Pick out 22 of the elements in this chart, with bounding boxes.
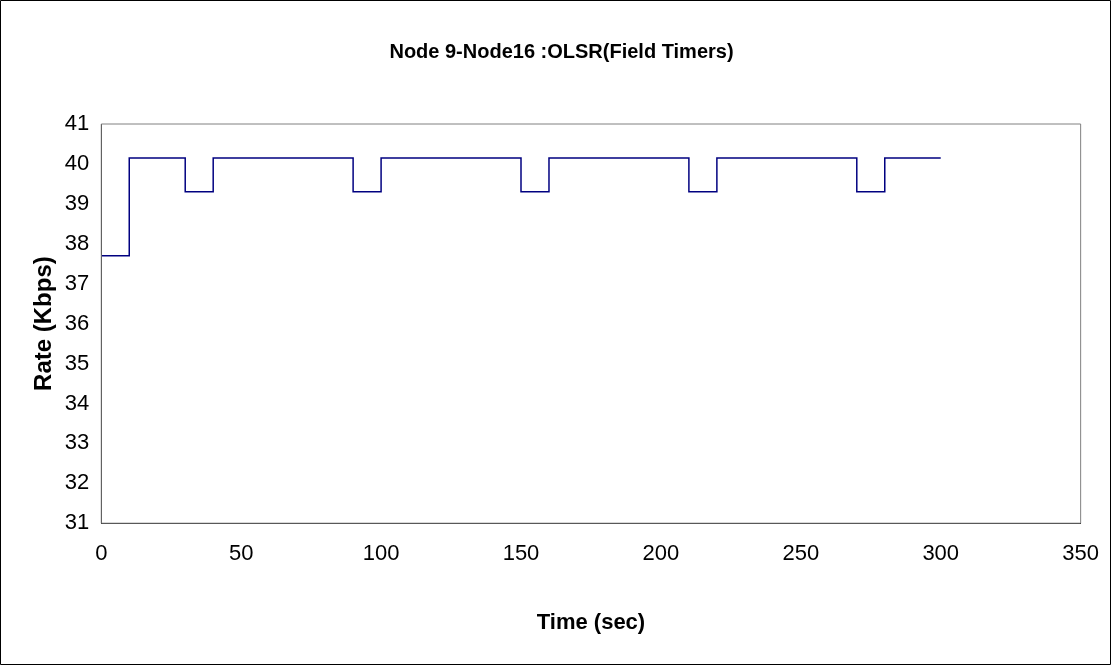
- x-tick-label: 350: [1062, 540, 1100, 566]
- y-tick-label: 31: [64, 509, 90, 535]
- y-tick-label: 35: [64, 349, 90, 375]
- y-tick-label: 37: [64, 269, 90, 295]
- y-tick-label: 40: [64, 149, 90, 175]
- x-tick-label: 150: [502, 540, 540, 566]
- x-tick-label: 100: [362, 540, 400, 566]
- y-tick-label: 39: [64, 189, 90, 215]
- y-tick-label: 36: [64, 309, 90, 335]
- x-tick-label: 200: [642, 540, 680, 566]
- x-tick-label: 250: [782, 540, 820, 566]
- y-tick-label: 38: [64, 229, 90, 255]
- y-axis-title: Rate (Kbps): [29, 256, 57, 391]
- y-tick-label: 41: [64, 110, 90, 136]
- x-tick-label: 50: [228, 540, 254, 566]
- x-tick-label: 0: [95, 540, 108, 566]
- chart-title: Node 9-Node16 :OLSR(Field Timers): [389, 39, 734, 62]
- x-axis-title: Time (sec): [536, 608, 646, 634]
- x-tick-label: 300: [922, 540, 960, 566]
- y-tick-label: 33: [64, 429, 90, 455]
- y-tick-label: 34: [64, 389, 90, 415]
- y-tick-label: 32: [64, 469, 90, 495]
